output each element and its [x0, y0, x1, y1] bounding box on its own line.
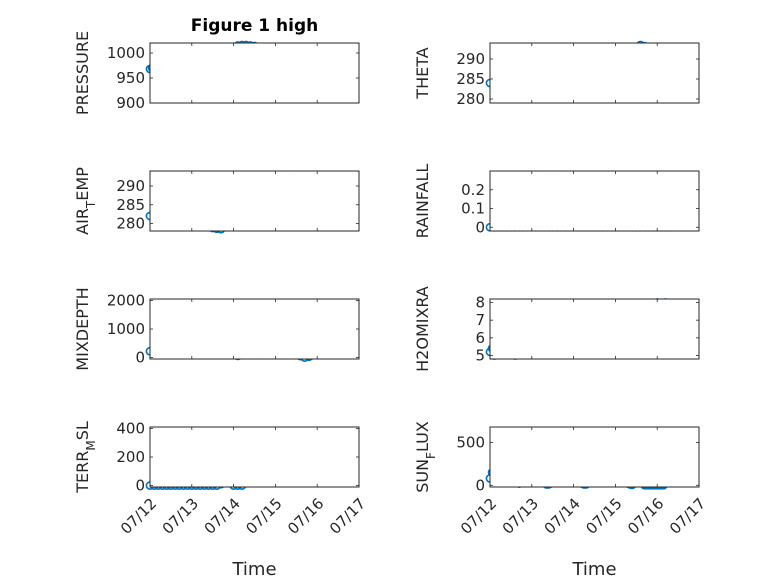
x-tick-label: 07/16	[624, 495, 667, 538]
y-tick-label: 0	[475, 218, 485, 236]
y-axis-label-rest: LUX	[413, 421, 432, 452]
axes-frame	[149, 170, 360, 232]
y-axis-label: SUNFLUX	[413, 421, 438, 493]
y-tick-label: 0	[135, 477, 145, 495]
y-tick-label: 285	[116, 196, 145, 214]
y-axis-label-main: TERR	[73, 451, 92, 494]
y-axis-label: TERRMSL	[73, 421, 98, 494]
subplot-4: 00.10.2 RAINFALL	[413, 164, 700, 239]
y-tick-label: 280	[116, 215, 145, 233]
x-tick-label: 07/15	[582, 495, 625, 538]
y-tick-label: 7	[475, 311, 485, 329]
y-tick-label: 0.1	[461, 200, 485, 218]
y-tick-label: 285	[456, 70, 485, 88]
x-tick-label: 07/15	[242, 495, 285, 538]
y-tick-label: 6	[475, 329, 485, 347]
chart-title: Figure 1 high	[191, 16, 319, 36]
y-tick-label: 280	[456, 90, 485, 108]
axes-frame	[149, 298, 360, 360]
x-tick-label: 07/12	[457, 495, 500, 538]
x-tick-label: 07/17	[666, 495, 709, 538]
x-tick-label: 07/14	[541, 495, 584, 538]
y-axis-label-main: AIR	[73, 208, 92, 235]
axes-frame	[489, 426, 700, 488]
axes-frame	[489, 298, 700, 360]
y-axis-label: RAINFALL	[413, 164, 432, 239]
subplot-2: 280 285 290 THETA	[413, 40, 700, 108]
x-tick-label: 07/14	[201, 495, 244, 538]
y-tick-label: 400	[116, 419, 145, 437]
y-tick-label: 5	[475, 346, 485, 364]
y-tick-label: 290	[456, 50, 485, 68]
x-tick-label: 07/16	[284, 495, 327, 538]
x-tick-label: 07/17	[326, 495, 369, 538]
x-tick-label: 07/12	[117, 495, 160, 538]
y-axis-label-subscript: T	[84, 200, 98, 209]
y-tick-label: 0	[135, 349, 145, 367]
y-tick-label: 200	[116, 448, 145, 466]
y-axis-label: AIRTEMP	[73, 167, 98, 235]
axes-frame	[149, 426, 360, 488]
y-tick-label: 0.2	[461, 181, 485, 199]
y-tick-label: 8	[475, 294, 485, 312]
y-axis-label-main: SUN	[413, 459, 432, 493]
axes-frame	[489, 170, 700, 232]
y-tick-label: 0	[475, 476, 485, 494]
x-tick-label: 07/13	[499, 495, 542, 538]
y-tick-label: 900	[116, 94, 145, 112]
subplot-5: 0 1000 2000 MIXDEPTH	[73, 287, 360, 371]
y-tick-label: 1000	[107, 320, 145, 338]
y-tick-label: 500	[456, 433, 485, 451]
subplot-1: 900 950 1000 PRESSURE Figure 1 high	[73, 16, 360, 115]
y-axis-label-rest: EMP	[73, 167, 92, 201]
y-axis-label: PRESSURE	[73, 31, 92, 115]
x-tick-label: 07/13	[159, 495, 202, 538]
y-axis-label-subscript: M	[84, 440, 98, 450]
y-tick-label: 1000	[107, 44, 145, 62]
y-axis-label-rest: SL	[73, 421, 92, 440]
x-axis-label: Time	[231, 559, 276, 580]
y-tick-label: 290	[116, 177, 145, 195]
y-axis-label: THETA	[413, 47, 432, 99]
y-axis-label: MIXDEPTH	[73, 287, 92, 370]
axes-frame	[149, 42, 360, 104]
y-axis-label-subscript: F	[424, 452, 438, 459]
y-axis-label: H2OMIXRA	[413, 286, 432, 372]
axes-frame	[489, 42, 700, 104]
x-axis-label: Time	[571, 559, 616, 580]
y-tick-label: 2000	[107, 291, 145, 309]
y-tick-label: 950	[116, 69, 145, 87]
